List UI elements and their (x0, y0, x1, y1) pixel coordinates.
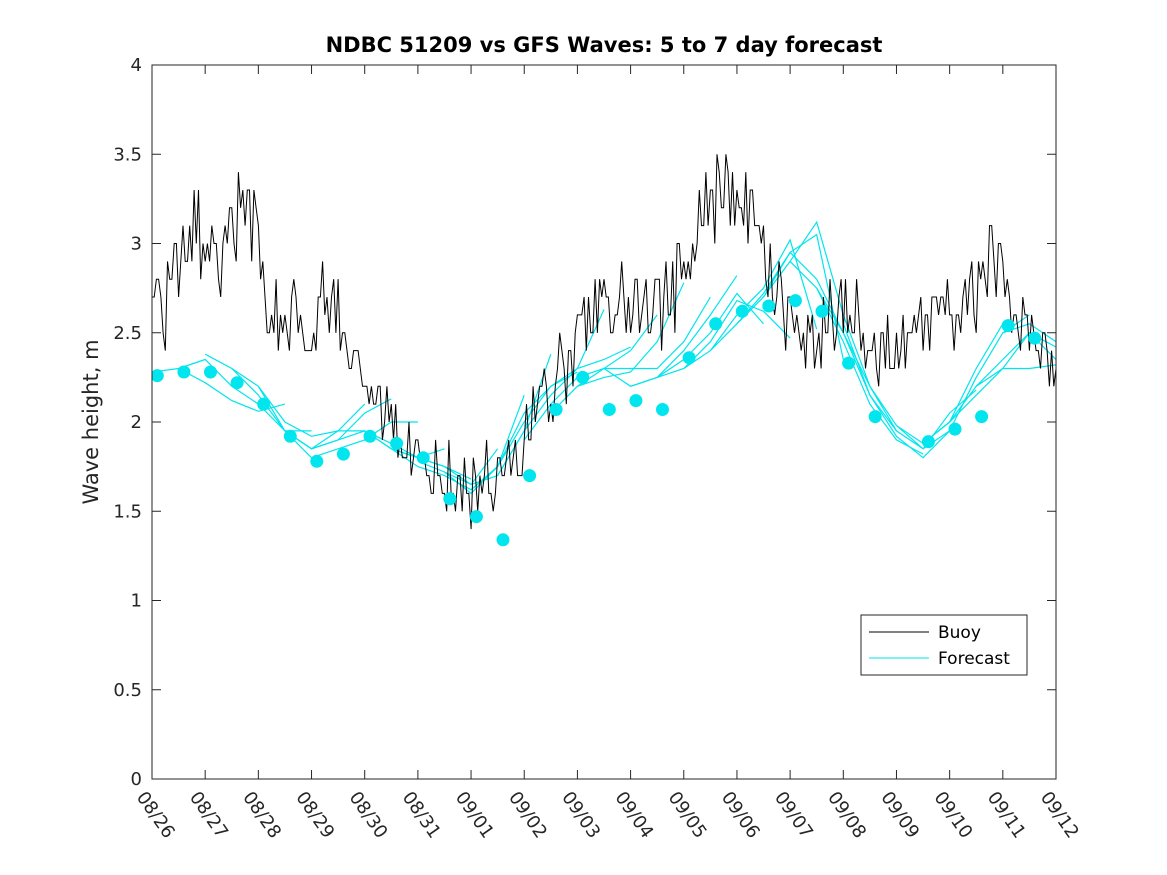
y-axis-label: Wave height, m (79, 339, 103, 504)
forecast-line (657, 299, 791, 378)
forecast-line (630, 292, 764, 387)
y-tick-label: 3 (131, 234, 142, 255)
forecast-marker (602, 403, 616, 416)
forecast-marker (257, 397, 271, 411)
forecast-line (789, 260, 924, 455)
forecast-marker (682, 351, 696, 365)
y-tick-label: 2.5 (113, 323, 142, 344)
forecast-marker (1001, 319, 1015, 333)
forecast-marker (762, 299, 776, 313)
forecast-marker (868, 410, 882, 424)
forecast-marker (204, 365, 217, 379)
forecast-marker (921, 435, 935, 449)
forecast-line (523, 314, 658, 441)
forecast-marker (549, 403, 563, 416)
forecast-marker (283, 429, 297, 443)
forecast-line (577, 296, 711, 387)
forecast-line (231, 368, 366, 437)
legend-box (860, 614, 1028, 676)
forecast-marker (230, 376, 244, 390)
forecast-marker (523, 469, 537, 483)
y-tick-label: 4 (131, 55, 142, 76)
plot-series (152, 154, 1056, 547)
forecast-marker (948, 422, 962, 436)
forecast-line (257, 385, 392, 450)
forecast-marker (576, 370, 590, 384)
forecast-marker (310, 454, 324, 468)
forecast-marker (788, 294, 802, 308)
buoy-series (152, 154, 1056, 530)
legend: Buoy Forecast (860, 614, 1028, 676)
forecast-marker (975, 410, 989, 424)
forecast-line (284, 421, 418, 459)
forecast-marker (656, 403, 669, 416)
forecast-line (816, 287, 951, 459)
y-ticks: 0 0.5 1 1.5 2 2.5 3 3.5 4 (113, 55, 1056, 790)
forecast-line (975, 364, 1056, 387)
forecast-marker (390, 436, 404, 450)
forecast-marker (842, 356, 856, 370)
forecast-marker (152, 369, 164, 383)
forecast-line (842, 323, 977, 450)
forecast-marker (177, 365, 191, 379)
forecast-marker (709, 317, 723, 331)
forecast-marker (496, 533, 510, 547)
forecast-marker (443, 492, 457, 506)
legend-buoy-label: Buoy (938, 623, 981, 643)
y-tick-label: 1.5 (113, 501, 142, 522)
chart-title: NDBC 51209 vs GFS Waves: 5 to 7 day fore… (326, 33, 883, 57)
forecast-line (337, 430, 472, 480)
forecast-marker (363, 429, 377, 443)
forecast-marker (815, 304, 829, 318)
forecast-marker (336, 447, 350, 461)
y-tick-label: 1 (131, 591, 142, 612)
forecast-marker (416, 451, 430, 465)
forecast-marker (735, 304, 749, 318)
forecast-markers (152, 294, 1042, 547)
legend-forecast-label: Forecast (938, 649, 1010, 669)
forecast-line (550, 282, 685, 414)
forecast-line (603, 275, 738, 387)
buoy-line (152, 154, 1056, 530)
y-tick-label: 0 (131, 769, 142, 790)
y-tick-label: 2 (131, 412, 142, 433)
y-tick-label: 0.5 (113, 680, 142, 701)
y-tick-label: 3.5 (113, 144, 142, 165)
forecast-line (497, 346, 631, 476)
forecast-line (709, 233, 844, 360)
forecast-marker (469, 510, 483, 524)
forecast-marker (629, 394, 643, 408)
forecast-marker (1028, 331, 1042, 345)
